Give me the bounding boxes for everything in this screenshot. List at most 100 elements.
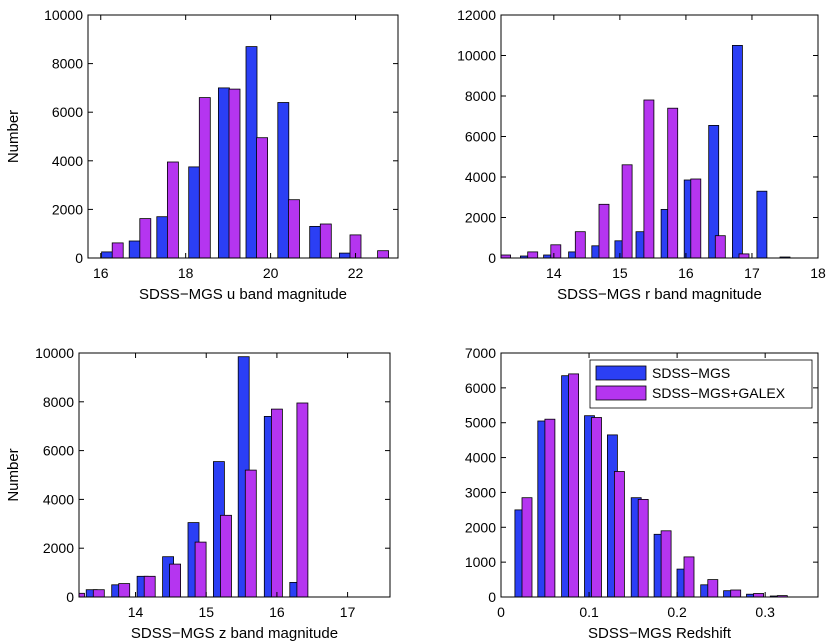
x-axis-label: SDSS−MGS u band magnitude — [139, 286, 347, 303]
x-tick-label: 14 — [128, 604, 144, 620]
bar-series-2-7 — [288, 199, 300, 258]
y-tick-label: 6000 — [465, 380, 496, 396]
y-tick-label: 10000 — [44, 7, 83, 23]
bar-series-1-9 — [708, 125, 720, 258]
bar-series-2-2 — [139, 218, 152, 258]
bar-series-2-10 — [377, 250, 390, 258]
plot-frame — [87, 14, 399, 259]
bar-series-2-2 — [92, 589, 105, 597]
bar-series-2-4 — [143, 575, 156, 597]
bar-series-1-9 — [338, 252, 351, 258]
plot-panel-3: 14 15 16 17 0 2000 4000 6000 8000 10000 SDSS−MGS z… — [5, 345, 391, 642]
x-tick-label: 17 — [744, 265, 760, 281]
y-tick-label: 6000 — [43, 443, 74, 459]
bar-series-2-5 — [169, 563, 182, 597]
legend-swatch-1 — [595, 365, 647, 381]
bar-series-1-4 — [188, 166, 201, 258]
plot-frame — [78, 352, 391, 598]
y-tick-label: 10000 — [35, 345, 74, 361]
bar-series-1-2 — [128, 240, 141, 258]
bars — [514, 373, 788, 597]
bar-series-2-10 — [730, 589, 742, 597]
y-tick-label: 1000 — [465, 554, 496, 570]
x-tick-label: 0.1 — [579, 604, 599, 620]
bar-series-2-9 — [690, 178, 702, 258]
bar-series-2-4 — [591, 417, 602, 597]
plot-frame — [500, 14, 819, 259]
legend: SDSS−MGS SDSS−MGS+GALEX — [589, 359, 813, 409]
bars — [79, 356, 309, 597]
bar-series-2-5 — [228, 88, 241, 258]
bar-series-1-10 — [732, 45, 743, 258]
plot-panel-4: 0 0.1 0.2 0.3 0 1000 2000 3000 4000 5000 6000 7000 S… — [465, 345, 819, 642]
x-tick-label: 15 — [198, 604, 214, 620]
x-axis-label: SDSS−MGS z band magnitude — [131, 625, 338, 642]
y-tick-label: 7000 — [465, 345, 496, 361]
x-axis-label: SDSS−MGS r band magnitude — [557, 286, 762, 303]
bar-series-2-11 — [753, 593, 764, 597]
y-tick-label: 0 — [75, 250, 83, 266]
bar-series-2-3 — [568, 373, 579, 597]
bar-series-2-1 — [79, 592, 85, 597]
y-axis-label: Number — [5, 448, 22, 501]
x-tick-label: 16 — [93, 265, 109, 281]
y-axis-label: Number — [5, 110, 22, 163]
bar-series-2-6 — [621, 164, 633, 258]
x-tick-label: 17 — [340, 604, 356, 620]
y-tick-label: 2000 — [43, 540, 74, 556]
y-tick-label: 4000 — [465, 450, 496, 466]
x-tick-label: 18 — [178, 265, 194, 281]
y-tick-label: 4000 — [465, 169, 496, 185]
y-tick-label: 4000 — [52, 153, 83, 169]
bar-series-1-7 — [277, 102, 290, 258]
x-tick-label: 20 — [263, 265, 279, 281]
bar-series-1-1 — [101, 251, 113, 258]
x-tick-label: 0 — [497, 604, 505, 620]
x-tick-label: 18 — [810, 265, 826, 281]
y-tick-label: 2000 — [465, 210, 496, 226]
bar-series-2-7 — [643, 99, 655, 258]
bar-series-2-6 — [194, 541, 207, 597]
y-tick-label: 0 — [488, 589, 496, 605]
y-tick-label: 5000 — [465, 415, 496, 431]
bar-series-2-7 — [660, 530, 672, 597]
y-tick-label: 8000 — [43, 394, 74, 410]
bar-series-2-1 — [111, 242, 124, 258]
bar-series-1-3 — [156, 216, 169, 258]
bar-series-1-8 — [309, 225, 322, 258]
bar-series-2-2 — [527, 251, 539, 258]
x-tick-label: 14 — [546, 265, 562, 281]
bar-series-2-5 — [598, 203, 610, 258]
bar-series-2-10 — [714, 235, 726, 258]
plot-frame — [500, 352, 819, 598]
bar-series-2-9 — [270, 408, 283, 597]
x-tick-label: 16 — [678, 265, 694, 281]
legend-label-1: SDSS−MGS — [652, 365, 730, 381]
bar-series-2-9 — [707, 579, 719, 597]
bars — [501, 45, 791, 258]
x-axis-label: SDSS−MGS Redshift — [588, 625, 732, 642]
bar-series-2-8 — [683, 556, 695, 597]
y-tick-label: 8000 — [465, 88, 496, 104]
bar-series-2-1 — [521, 497, 533, 597]
y-tick-label: 6000 — [52, 104, 83, 120]
bar-series-2-4 — [198, 97, 211, 258]
bar-series-2-3 — [166, 161, 179, 258]
y-tick-label: 6000 — [465, 129, 496, 145]
bar-series-2-8 — [319, 223, 332, 258]
y-tick-label: 2000 — [465, 519, 496, 535]
bar-series-2-8 — [667, 107, 679, 258]
x-tick-label: 0.2 — [667, 604, 687, 620]
y-tick-label: 0 — [66, 589, 74, 605]
y-tick-label: 4000 — [43, 491, 74, 507]
bar-series-2-3 — [550, 244, 562, 258]
plot-panel-1: 16 18 20 22 0 2000 4000 6000 8000 10000 SDSS−MGS u… — [5, 7, 399, 303]
bar-series-2-11 — [738, 253, 750, 258]
y-tick-label: 2000 — [52, 201, 83, 217]
bar-series-2-3 — [118, 583, 131, 597]
legend-swatch-2 — [595, 385, 647, 401]
plot-panel-2: 14 15 16 17 18 0 2000 4000 6000 8000 10000 12000 SDS… — [457, 7, 826, 303]
y-tick-label: 3000 — [465, 484, 496, 500]
bar-series-2-2 — [544, 418, 556, 597]
